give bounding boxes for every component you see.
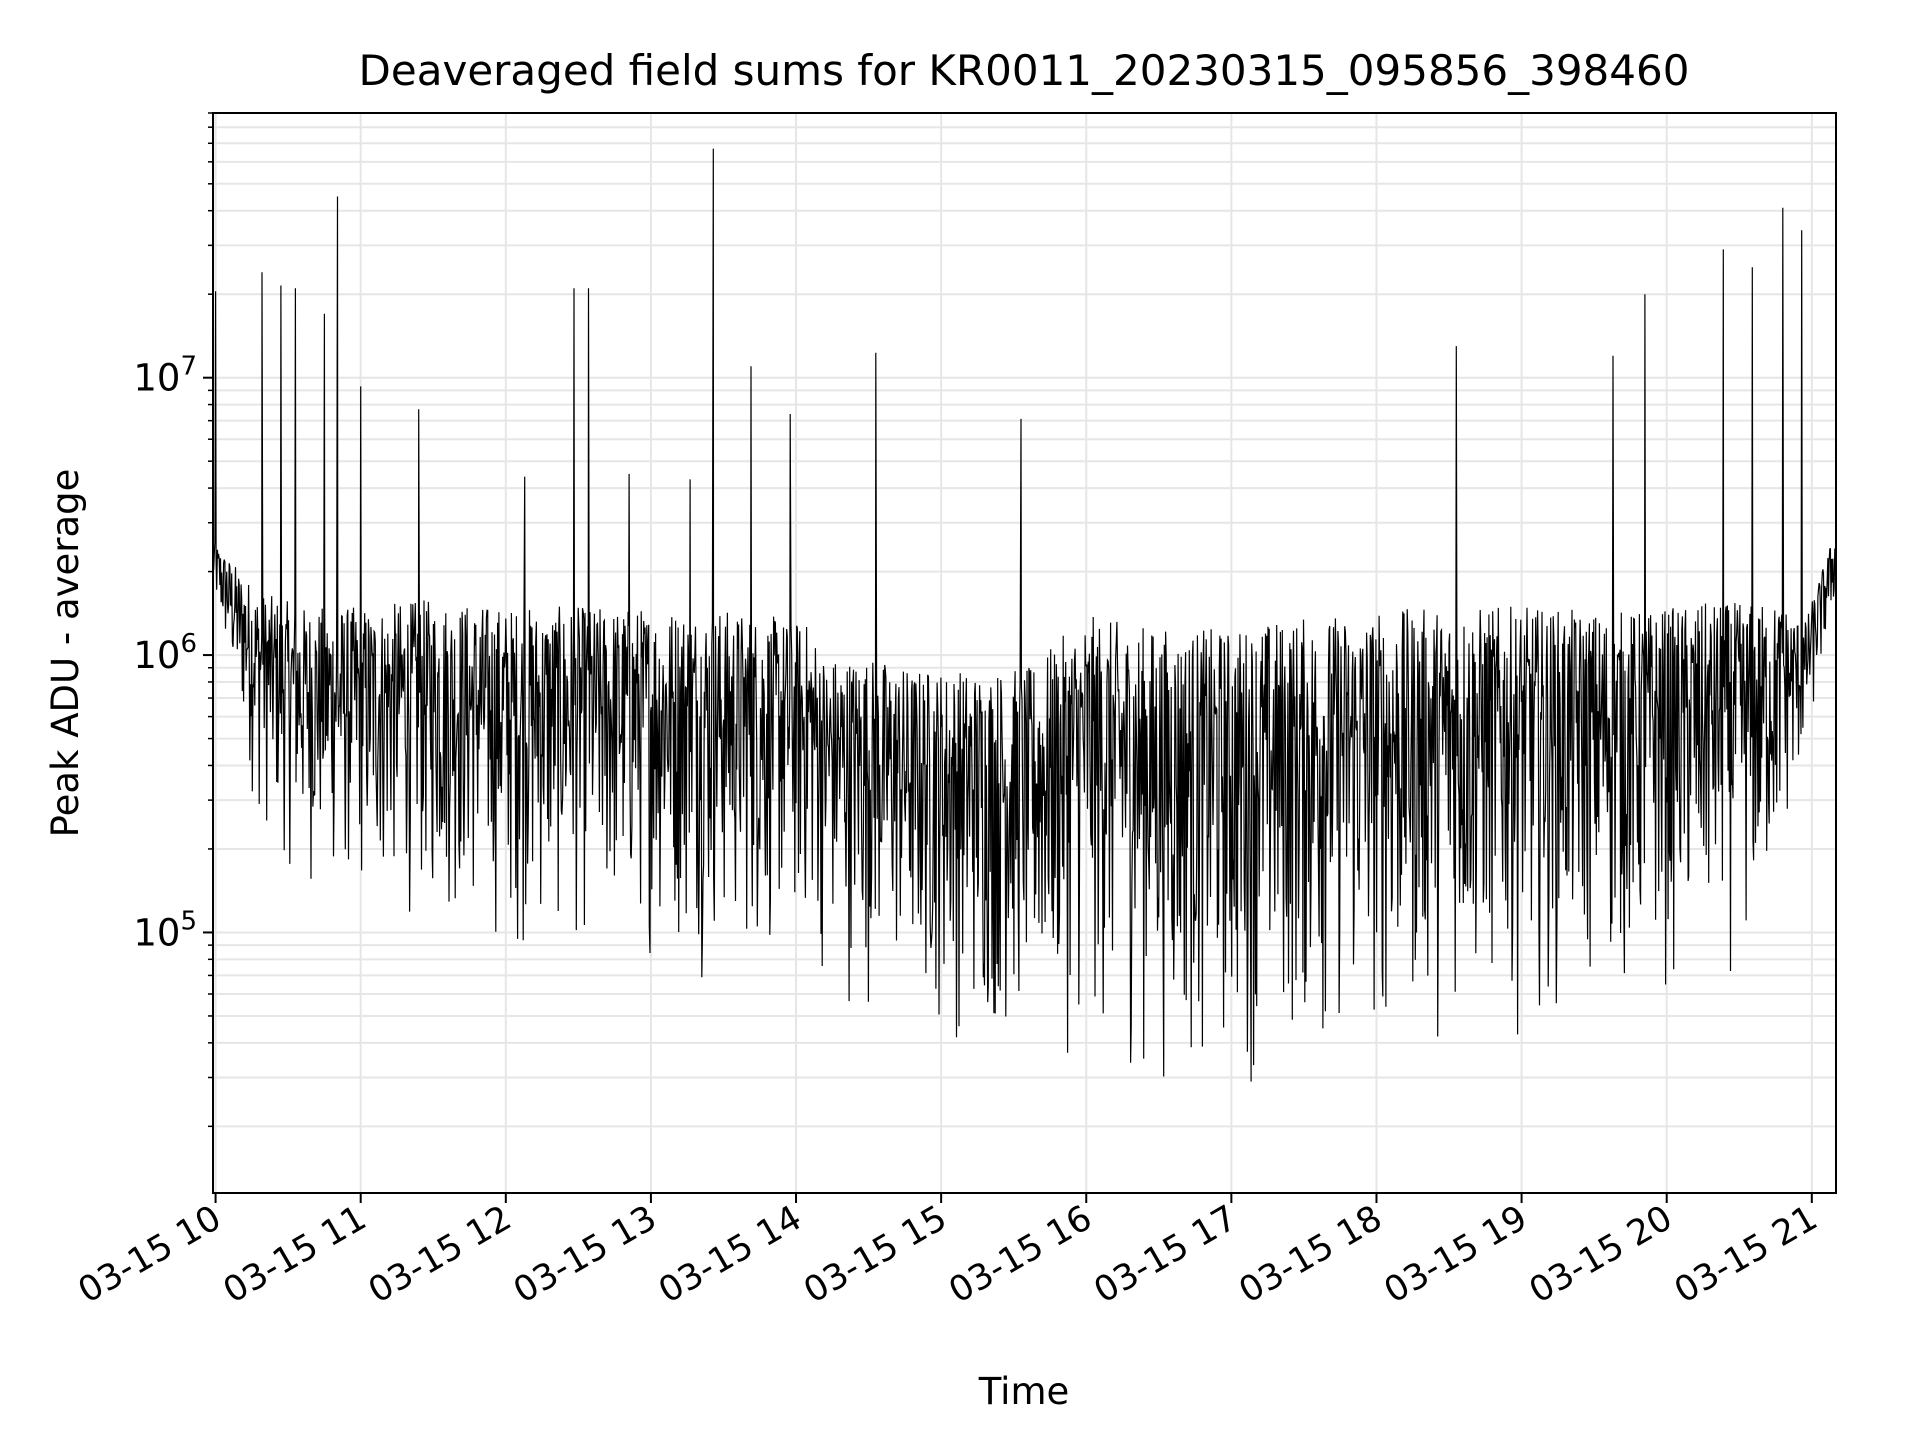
series-line — [213, 148, 1836, 1082]
y-axis-label: Peak ADU - average — [44, 469, 87, 838]
x-axis-label: Time — [978, 1370, 1070, 1413]
y-tick-label: 107 — [133, 352, 197, 400]
y-tick-label: 106 — [133, 629, 197, 677]
y-tick-label: 105 — [133, 906, 197, 954]
plot-frame — [212, 112, 1837, 1194]
chart-title: Deaveraged field sums for KR0011_2023031… — [359, 46, 1690, 95]
y-tick-base: 10 — [133, 911, 180, 954]
y-tick-exponent: 5 — [180, 906, 197, 936]
series-path — [213, 148, 1836, 1082]
y-tick-exponent: 6 — [180, 629, 197, 659]
y-tick-base: 10 — [133, 357, 180, 400]
y-tick-exponent: 7 — [180, 352, 197, 382]
y-tick-base: 10 — [133, 634, 180, 677]
